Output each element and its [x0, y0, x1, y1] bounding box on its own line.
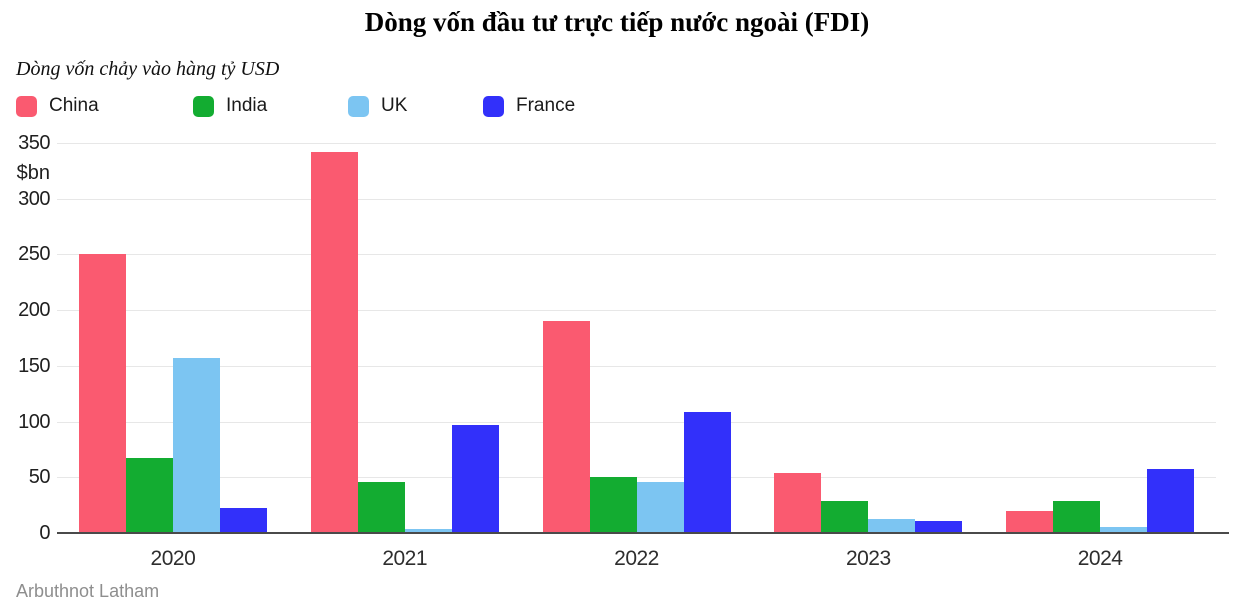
gridline-200 [57, 310, 1216, 312]
y-tick-label-350: 350 [18, 132, 50, 154]
legend-swatch-france [483, 95, 504, 117]
bar-france-2022 [683, 412, 731, 533]
gridline-50 [57, 477, 1216, 479]
y-tick-label-300: 300 [18, 187, 50, 210]
y-tick-label-0: 0 [39, 522, 50, 544]
bar-uk-2023 [868, 519, 916, 533]
bar-china-2024 [1006, 511, 1054, 533]
bar-india-2022 [589, 477, 637, 533]
bar-india-2021 [357, 482, 405, 533]
source-attribution: Arbuthnot Latham [16, 581, 160, 601]
legend-label-india: India [226, 95, 268, 116]
legend-label-china: China [49, 95, 99, 116]
y-tick-label-150: 150 [18, 354, 50, 377]
gridline-150 [57, 365, 1216, 367]
bar-france-2023 [915, 521, 963, 533]
y-tick-label-50: 50 [28, 466, 51, 489]
bar-uk-2024 [1100, 527, 1148, 533]
chart-subtitle: Dòng vốn chảy vào hàng tỷ USD [16, 58, 280, 80]
legend-item-france: France [483, 93, 575, 119]
bar-france-2021 [451, 425, 499, 533]
x-axis-label-2024: 2024 [1077, 547, 1123, 570]
x-axis-label-2022: 2022 [614, 547, 659, 570]
y-tick-label-250: 250 [18, 243, 50, 266]
plot-area: 0 50 100 150 200 250 300 350 $bn 2020 2021 2022 2023… [17, 132, 1229, 570]
bar-uk-2022 [636, 482, 684, 533]
legend-swatch-india [193, 95, 214, 117]
bar-china-2022 [542, 321, 590, 533]
bar-uk-2021 [404, 529, 452, 533]
legend-label-uk: UK [381, 95, 408, 116]
bar-china-2020 [78, 254, 126, 533]
y-tick-label-100: 100 [18, 410, 50, 433]
legend-swatch-china [16, 95, 37, 117]
x-axis-baseline [57, 532, 1229, 534]
legend: China India UK France [0, 93, 1234, 119]
bar-india-2020 [125, 458, 173, 533]
y-tick-label-200: 200 [18, 299, 50, 322]
gridline-350 [57, 143, 1216, 144]
x-axis-label-2023: 2023 [845, 547, 891, 570]
legend-swatch-uk [348, 95, 369, 117]
bar-france-2020 [219, 508, 267, 533]
gridline-300 [57, 198, 1216, 200]
bar-uk-2020 [172, 358, 220, 533]
chart-title: Dòng vốn đầu tư trực tiếp nước ngoài (FD… [364, 7, 870, 37]
gridline-250 [57, 254, 1216, 256]
bar-india-2023 [821, 501, 869, 533]
gridline-100 [57, 421, 1216, 423]
x-axis-label-2020: 2020 [150, 547, 196, 570]
y-axis-unit-label: $bn [16, 162, 50, 184]
legend-item-china: China [16, 93, 99, 119]
legend-item-uk: UK [348, 93, 407, 119]
legend-label-france: France [516, 95, 576, 116]
bar-china-2021 [310, 152, 358, 533]
bar-france-2024 [1147, 469, 1195, 533]
bar-china-2023 [774, 473, 822, 533]
x-axis-label-2021: 2021 [382, 547, 428, 570]
legend-item-india: India [193, 93, 267, 119]
bar-india-2024 [1053, 501, 1101, 533]
